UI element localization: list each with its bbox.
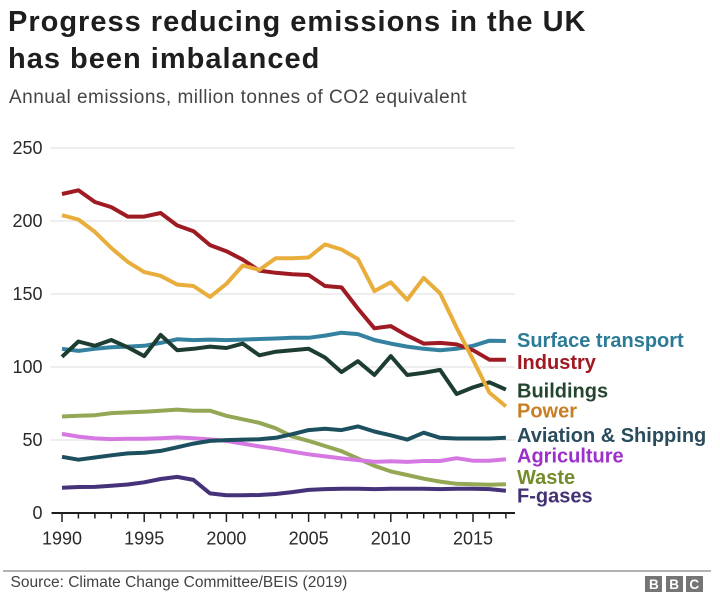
svg-text:Agriculture: Agriculture: [517, 446, 624, 468]
svg-text:2000: 2000: [206, 529, 246, 549]
svg-text:2010: 2010: [371, 529, 411, 549]
svg-text:Industry: Industry: [517, 352, 597, 374]
svg-text:50: 50: [22, 430, 42, 450]
svg-text:0: 0: [32, 503, 42, 523]
svg-text:Power: Power: [517, 401, 577, 423]
svg-text:200: 200: [12, 211, 42, 231]
svg-text:100: 100: [12, 357, 42, 377]
svg-text:F-gases: F-gases: [517, 486, 593, 508]
svg-text:250: 250: [12, 138, 42, 158]
svg-text:Surface transport: Surface transport: [517, 330, 684, 352]
svg-text:1995: 1995: [124, 529, 164, 549]
svg-text:1990: 1990: [42, 529, 82, 549]
svg-text:2015: 2015: [453, 529, 493, 549]
svg-text:2005: 2005: [289, 529, 329, 549]
svg-text:Buildings: Buildings: [517, 381, 608, 403]
svg-text:Waste: Waste: [517, 467, 575, 489]
svg-text:150: 150: [12, 284, 42, 304]
svg-text:Aviation & Shipping: Aviation & Shipping: [517, 425, 706, 447]
